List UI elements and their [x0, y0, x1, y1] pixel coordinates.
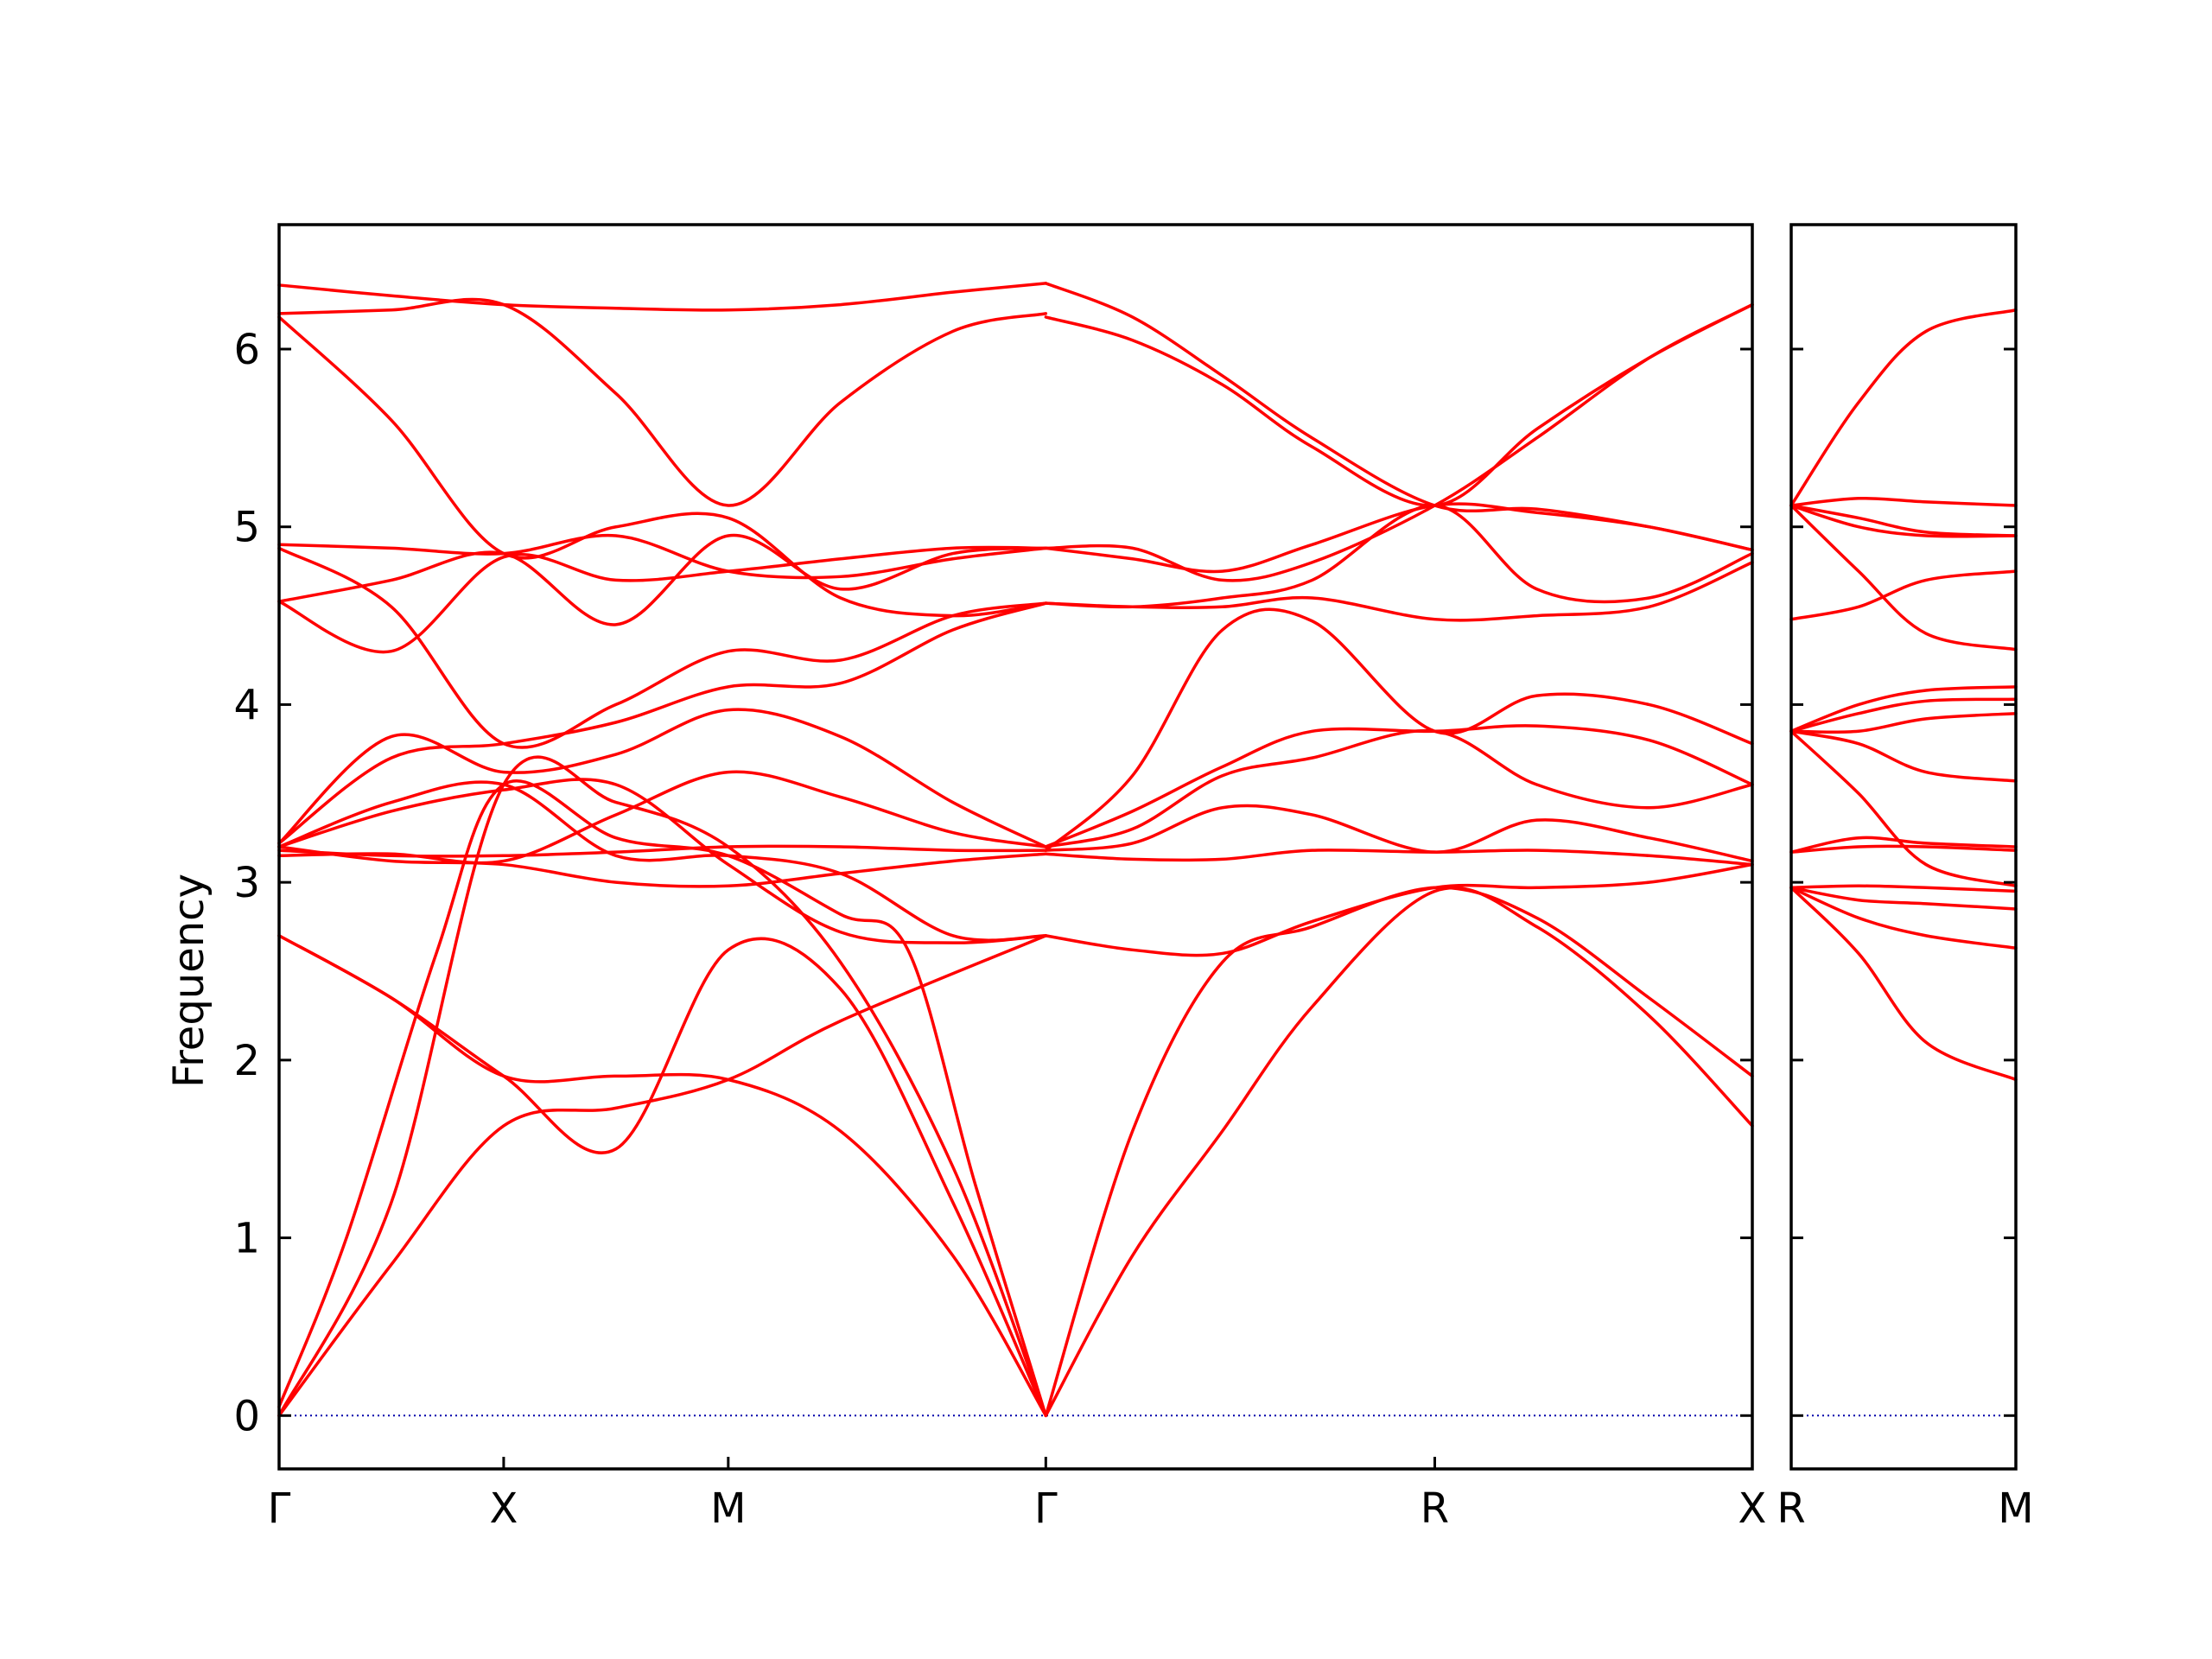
y-tick-label: 5	[233, 504, 260, 552]
band-line-1-11	[1789, 569, 2018, 621]
band-line-0-29	[1044, 502, 1754, 574]
band-line-1-16	[1789, 308, 2018, 507]
y-tick-label: 0	[233, 1392, 260, 1440]
band-line-0-24	[1044, 728, 1754, 849]
y-tick-label: 2	[233, 1037, 260, 1085]
y-tick-label: 3	[233, 859, 260, 907]
band-line-1-7	[1789, 729, 2018, 783]
band-line-0-6	[277, 845, 1048, 888]
band-line-0-18	[277, 282, 1048, 312]
y-tick-label: 4	[233, 681, 260, 729]
x-tick-label: M	[1998, 1484, 2033, 1533]
band-line-1-3	[1789, 884, 2018, 893]
band-line-1-15	[1789, 496, 2018, 507]
y-tick-label: 6	[233, 326, 260, 374]
band-line-1-6	[1789, 729, 2018, 888]
x-tick-label: X	[1738, 1484, 1767, 1533]
y-tick-label: 1	[233, 1215, 260, 1263]
band-line-0-12	[277, 545, 1048, 654]
x-tick-label: R	[1421, 1484, 1449, 1533]
band-line-0-27	[1044, 561, 1754, 622]
band-line-0-17	[277, 297, 1048, 507]
band-line-1-0	[1789, 886, 2018, 1082]
band-line-0-5	[277, 780, 1048, 942]
band-line-0-11	[277, 601, 1048, 845]
band-line-0-10	[277, 708, 1048, 849]
x-tick-label: M	[710, 1484, 746, 1533]
band-line-1-8	[1789, 711, 2018, 734]
band-line-0-3	[277, 934, 1048, 1418]
band-line-0-31	[1044, 302, 1754, 507]
band-line-0-20	[1044, 886, 1754, 1418]
band-line-1-9	[1789, 697, 2018, 734]
x-tick-label: Γ	[1034, 1484, 1058, 1533]
band-line-0-0	[277, 934, 1048, 1418]
y-axis: 0 1 2 3 4 5 6	[233, 326, 260, 1440]
plot-frame	[277, 223, 1754, 1471]
band-line-0-8	[277, 770, 1048, 865]
band-line-0-21	[1044, 862, 1754, 957]
band-line-0-14	[277, 546, 1048, 749]
band-line-0-2	[277, 779, 1048, 1418]
band-line-1-10	[1789, 685, 2018, 734]
band-line-0-16	[277, 315, 1048, 618]
band-line-0-25	[1044, 724, 1754, 849]
x-tick-label: X	[489, 1484, 518, 1533]
band-line-0-15	[277, 533, 1048, 580]
y-axis-title: Frequency	[165, 874, 213, 1088]
band-line-0-4	[277, 934, 1048, 1418]
band-line-0-26	[1044, 607, 1754, 852]
band-line-0-1	[277, 755, 1048, 1418]
band-line-1-4	[1789, 844, 2018, 854]
band-line-0-23	[1044, 804, 1754, 863]
band-line-0-22	[1044, 849, 1754, 867]
band-line-1-2	[1789, 886, 2018, 911]
band-line-0-28	[1044, 504, 1754, 609]
x-tick-label: R	[1777, 1484, 1805, 1533]
band-line-1-1	[1789, 886, 2018, 950]
band-line-0-32	[1044, 282, 1754, 552]
x-tick-label: Γ	[268, 1484, 291, 1533]
band-line-0-30	[1044, 302, 1754, 582]
plot-frame	[1789, 223, 2018, 1471]
band-line-0-19	[1044, 886, 1754, 1418]
band-line-1-12	[1789, 504, 2018, 652]
band-line-1-14	[1789, 504, 2018, 537]
band-line-0-9	[277, 778, 1048, 944]
